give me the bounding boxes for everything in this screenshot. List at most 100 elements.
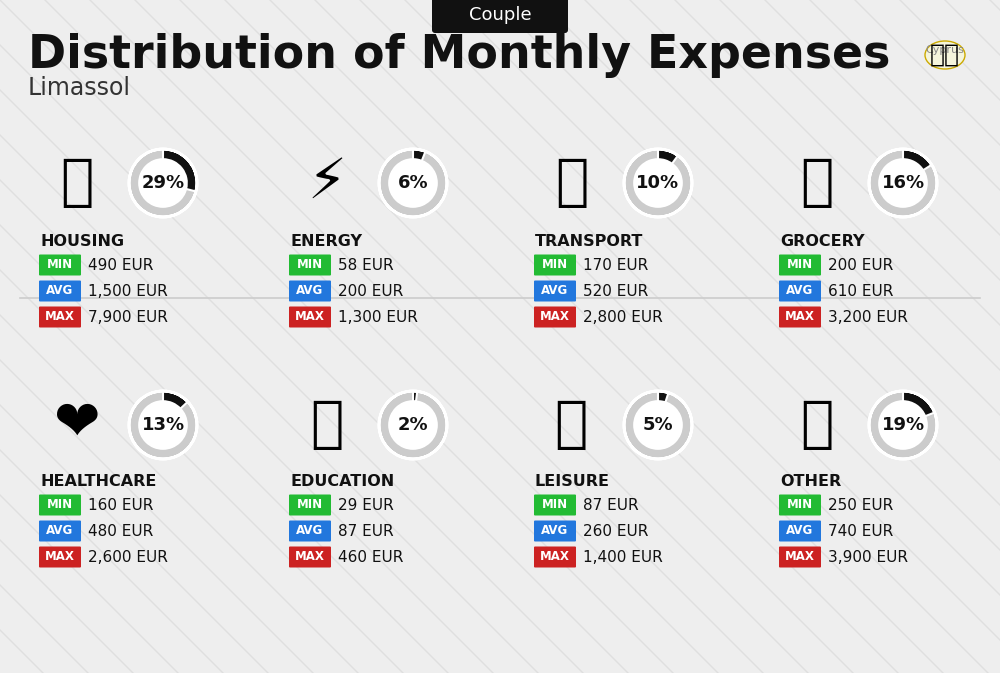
- FancyBboxPatch shape: [39, 281, 81, 302]
- Text: AVG: AVG: [541, 285, 569, 297]
- Text: 5%: 5%: [643, 416, 673, 434]
- Text: 2,800 EUR: 2,800 EUR: [583, 310, 663, 324]
- Wedge shape: [634, 160, 682, 207]
- Text: 🏢: 🏢: [60, 156, 94, 210]
- Text: MIN: MIN: [297, 258, 323, 271]
- Wedge shape: [869, 391, 937, 459]
- Wedge shape: [389, 160, 437, 207]
- FancyBboxPatch shape: [289, 281, 331, 302]
- Text: 610 EUR: 610 EUR: [828, 283, 893, 299]
- Text: 87 EUR: 87 EUR: [583, 497, 639, 513]
- FancyBboxPatch shape: [289, 495, 331, 516]
- Text: HEALTHCARE: HEALTHCARE: [40, 474, 156, 489]
- FancyBboxPatch shape: [779, 520, 821, 542]
- Text: MIN: MIN: [787, 258, 813, 271]
- FancyBboxPatch shape: [39, 306, 81, 328]
- Text: MIN: MIN: [47, 258, 73, 271]
- Text: AVG: AVG: [46, 285, 74, 297]
- Text: MAX: MAX: [295, 551, 325, 563]
- Text: Couple: Couple: [469, 6, 531, 24]
- Wedge shape: [129, 391, 197, 459]
- Text: EDUCATION: EDUCATION: [290, 474, 394, 489]
- Text: 3,900 EUR: 3,900 EUR: [828, 549, 908, 565]
- Text: MIN: MIN: [297, 499, 323, 511]
- Text: 19%: 19%: [881, 416, 925, 434]
- Text: 29%: 29%: [141, 174, 185, 192]
- FancyBboxPatch shape: [534, 281, 576, 302]
- Text: 🇨🇾: 🇨🇾: [930, 43, 960, 67]
- Text: MIN: MIN: [542, 258, 568, 271]
- Text: 1,300 EUR: 1,300 EUR: [338, 310, 418, 324]
- Text: 29 EUR: 29 EUR: [338, 497, 394, 513]
- Wedge shape: [389, 401, 437, 449]
- Text: HOUSING: HOUSING: [40, 234, 124, 248]
- Wedge shape: [163, 391, 188, 409]
- FancyBboxPatch shape: [534, 495, 576, 516]
- FancyBboxPatch shape: [432, 0, 568, 33]
- FancyBboxPatch shape: [534, 520, 576, 542]
- Text: 7,900 EUR: 7,900 EUR: [88, 310, 168, 324]
- Text: Limassol: Limassol: [28, 76, 131, 100]
- FancyBboxPatch shape: [779, 254, 821, 275]
- Text: TRANSPORT: TRANSPORT: [535, 234, 643, 248]
- Text: 170 EUR: 170 EUR: [583, 258, 648, 273]
- Text: OTHER: OTHER: [780, 474, 841, 489]
- Ellipse shape: [925, 41, 965, 69]
- Text: MIN: MIN: [542, 499, 568, 511]
- Wedge shape: [624, 391, 692, 459]
- Text: 200 EUR: 200 EUR: [828, 258, 893, 273]
- Text: 🛍️: 🛍️: [555, 398, 589, 452]
- Wedge shape: [163, 149, 197, 191]
- Text: 3,200 EUR: 3,200 EUR: [828, 310, 908, 324]
- Text: 490 EUR: 490 EUR: [88, 258, 153, 273]
- Text: 200 EUR: 200 EUR: [338, 283, 403, 299]
- FancyBboxPatch shape: [779, 495, 821, 516]
- Text: 250 EUR: 250 EUR: [828, 497, 893, 513]
- Wedge shape: [379, 391, 447, 459]
- Wedge shape: [879, 401, 927, 449]
- Text: 160 EUR: 160 EUR: [88, 497, 153, 513]
- Text: 2,600 EUR: 2,600 EUR: [88, 549, 168, 565]
- FancyBboxPatch shape: [39, 254, 81, 275]
- FancyBboxPatch shape: [779, 281, 821, 302]
- Text: AVG: AVG: [46, 524, 74, 538]
- Wedge shape: [658, 391, 669, 402]
- Text: 2%: 2%: [398, 416, 428, 434]
- Text: GROCERY: GROCERY: [780, 234, 864, 248]
- Text: AVG: AVG: [296, 524, 324, 538]
- FancyBboxPatch shape: [39, 546, 81, 567]
- Text: 13%: 13%: [141, 416, 185, 434]
- Text: AVG: AVG: [786, 285, 814, 297]
- Text: MAX: MAX: [540, 551, 570, 563]
- Wedge shape: [413, 391, 417, 401]
- Text: 740 EUR: 740 EUR: [828, 524, 893, 538]
- Text: 1,500 EUR: 1,500 EUR: [88, 283, 168, 299]
- Text: MAX: MAX: [785, 551, 815, 563]
- FancyBboxPatch shape: [289, 306, 331, 328]
- Text: AVG: AVG: [296, 285, 324, 297]
- Text: 10%: 10%: [636, 174, 680, 192]
- Text: 260 EUR: 260 EUR: [583, 524, 648, 538]
- FancyBboxPatch shape: [289, 254, 331, 275]
- Text: 🚌: 🚌: [555, 156, 589, 210]
- FancyBboxPatch shape: [289, 546, 331, 567]
- Wedge shape: [658, 149, 678, 164]
- Wedge shape: [903, 391, 935, 416]
- Text: MAX: MAX: [45, 551, 75, 563]
- Wedge shape: [139, 401, 187, 449]
- Text: 460 EUR: 460 EUR: [338, 549, 403, 565]
- Text: ⚡: ⚡: [308, 156, 347, 210]
- Wedge shape: [634, 401, 682, 449]
- FancyBboxPatch shape: [779, 546, 821, 567]
- Text: AVG: AVG: [541, 524, 569, 538]
- Wedge shape: [903, 149, 932, 170]
- FancyBboxPatch shape: [534, 546, 576, 567]
- Text: 87 EUR: 87 EUR: [338, 524, 394, 538]
- Wedge shape: [129, 149, 197, 217]
- Text: Distribution of Monthly Expenses: Distribution of Monthly Expenses: [28, 32, 890, 77]
- Text: MAX: MAX: [785, 310, 815, 324]
- Text: LEISURE: LEISURE: [535, 474, 610, 489]
- Text: 🎓: 🎓: [310, 398, 344, 452]
- Text: MAX: MAX: [540, 310, 570, 324]
- Text: 480 EUR: 480 EUR: [88, 524, 153, 538]
